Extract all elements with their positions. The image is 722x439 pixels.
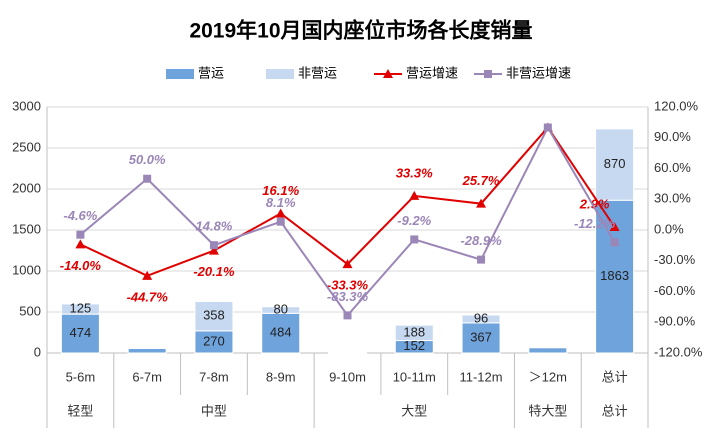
y2-tick-label: -60.0% (654, 283, 696, 298)
y-tick-label: 3000 (12, 98, 41, 113)
line-marker (143, 175, 151, 183)
y-tick-label: 2000 (12, 180, 41, 195)
group-label: 总计 (602, 403, 628, 418)
group-label: 特大型 (528, 403, 567, 418)
chart-title: 2019年10月国内座位市场各长度销量 (189, 19, 532, 43)
line-value-label: -14.0% (60, 258, 102, 273)
x-tick-label: 7-8m (199, 369, 229, 384)
y-tick-label: 2500 (12, 139, 41, 154)
x-tick-label: 5-6m (66, 369, 96, 384)
y-tick-label: 1000 (12, 262, 41, 277)
y2-tick-label: 0.0% (654, 221, 684, 236)
line-value-label: -9.2% (397, 213, 431, 228)
legend-label: 非营运增速 (506, 65, 571, 80)
legend-swatch (166, 69, 194, 79)
x-tick-label: ＞12m (529, 369, 567, 384)
line-value-label: 25.7% (462, 173, 500, 188)
line-value-label: 14.8% (196, 219, 233, 234)
group-label: 轻型 (67, 403, 93, 418)
bar-value-label: 125 (70, 300, 92, 315)
legend-label: 非营运 (298, 65, 337, 80)
bar-value-label: 870 (604, 156, 626, 171)
line-marker (75, 239, 85, 248)
y-tick-label: 1500 (12, 221, 41, 236)
x-tick-label: 11-12m (459, 369, 502, 384)
group-label: 大型 (401, 403, 427, 418)
bar (128, 348, 166, 353)
bar-value-label: 1863 (600, 268, 629, 283)
x-tick-label: 6-7m (132, 369, 162, 384)
y2-tick-label: -30.0% (654, 252, 696, 267)
bar-value-label: 474 (70, 325, 92, 340)
bar-value-label: 188 (403, 324, 425, 339)
y-tick-label: 0 (34, 344, 41, 359)
line-value-label: -44.7% (127, 289, 169, 304)
x-tick-label: 总计 (602, 369, 628, 384)
bar-value-label: 484 (270, 325, 292, 340)
line-marker (477, 256, 485, 264)
line-value-label: -20.1% (193, 264, 235, 279)
line-marker (544, 124, 552, 132)
legend-marker (484, 70, 492, 78)
bar-value-label: 96 (474, 310, 488, 325)
y2-tick-label: 90.0% (654, 129, 691, 144)
y2-tick-label: 60.0% (654, 160, 691, 175)
bar (529, 348, 567, 353)
line-value-label: 8.1% (266, 195, 296, 210)
line-value-label: 33.3% (396, 165, 433, 180)
line-value-label: -83.3% (327, 289, 369, 304)
y2-tick-label: 120.0% (654, 98, 699, 113)
line-marker (277, 218, 285, 226)
line-marker (76, 231, 84, 239)
y2-tick-label: -90.0% (654, 314, 696, 329)
legend-swatch (266, 69, 294, 79)
line-value-label: -12.2% (574, 216, 616, 231)
group-label: 中型 (201, 403, 227, 418)
bar-value-label: 367 (470, 329, 492, 344)
line-value-label: -28.9% (460, 233, 502, 248)
legend-label: 营运增速 (406, 65, 458, 80)
bar-value-label: 358 (203, 308, 225, 323)
line-value-label: -4.6% (63, 208, 97, 223)
bar-value-label: 270 (203, 333, 225, 348)
y2-tick-label: 30.0% (654, 191, 691, 206)
y2-tick-label: -120.0% (654, 344, 703, 359)
line-marker (344, 311, 352, 319)
x-tick-label: 8-9m (266, 369, 296, 384)
x-tick-label: 9-10m (329, 369, 366, 384)
bar-value-label: 80 (273, 301, 287, 316)
x-tick-label: 10-11m (393, 369, 436, 384)
line-series (80, 128, 614, 276)
legend-label: 营运 (198, 65, 224, 80)
line-marker (210, 241, 218, 249)
line-marker (410, 235, 418, 243)
y-tick-label: 500 (19, 303, 41, 318)
line-value-label: 50.0% (129, 152, 166, 167)
line-marker (611, 239, 619, 247)
